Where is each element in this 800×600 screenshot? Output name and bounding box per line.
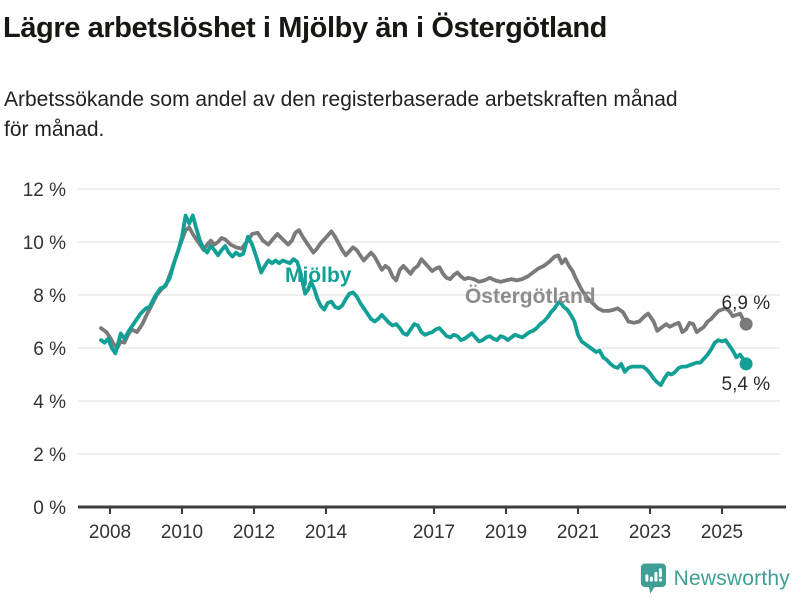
y-tick-label: 2 % [33,445,66,466]
newsworthy-logo-icon [640,563,666,594]
series-line [99,213,748,388]
y-tick-label: 12 % [23,180,66,201]
y-tick-label: 4 % [33,392,66,413]
x-tick-label: 2017 [413,522,455,543]
y-tick-label: 8 % [33,286,66,307]
y-tick-label: 0 % [33,498,66,519]
speech-bubble-shape [640,563,666,594]
series-end-dot [739,317,753,331]
y-tick-label: 10 % [23,233,66,254]
bar-chart-glyph [645,568,662,582]
series-end-value-label: 5,4 % [722,374,771,395]
gridlines [78,188,780,455]
series-end-dot [739,357,753,371]
x-tick-label: 2023 [629,522,671,543]
x-tick-label: 2008 [89,522,131,543]
x-tick-label: 2014 [305,522,348,543]
chart-labels: 0 % 2 % 4 % 6 % 8 % 10 % 12 % 2008 2010 2012 2014 2… [23,180,771,543]
y-tick-label: 6 % [33,339,66,360]
series-name-label: Östergötland [465,285,596,308]
series-name-label: Mjölby [285,264,352,287]
x-tick-label: 2025 [701,522,743,543]
chart-subtitle-line2: för månad. [4,118,105,141]
series-end-value-label: 6,9 % [722,293,771,314]
chart-subtitle: Arbetssökande som andel av den registerb… [4,85,794,145]
series-line [99,225,748,350]
chart-title: Lägre arbetslöshet i Mjölby än i Östergö… [3,12,607,44]
x-tick-label: 2010 [161,522,203,543]
x-tick-label: 2019 [485,522,527,543]
newsworthy-logo-text: Newsworthy [673,566,790,590]
data-series [99,213,753,388]
x-tick-label: 2012 [233,522,275,543]
newsworthy-logo: Newsworthy [640,563,790,594]
x-tick-label: 2021 [557,522,599,543]
chart-subtitle-line1: Arbetssökande som andel av den registerb… [4,88,678,111]
x-axis [78,505,786,514]
